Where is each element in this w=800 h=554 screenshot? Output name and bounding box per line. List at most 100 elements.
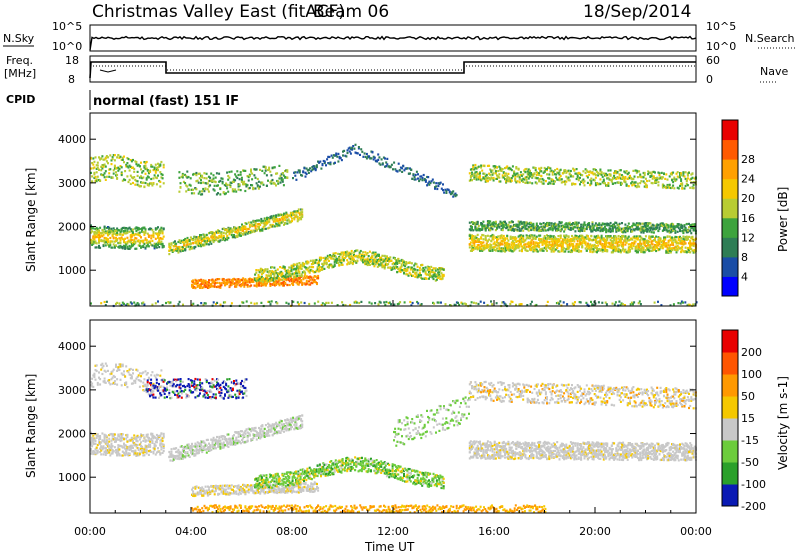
range-gate-cell (579, 240, 581, 243)
range-gate-cell (284, 170, 286, 173)
range-gate-cell (339, 259, 342, 262)
range-gate-cell (330, 154, 333, 157)
range-gate-cell (181, 241, 184, 244)
range-gate-cell (365, 259, 368, 262)
range-gate-cell (521, 222, 523, 225)
range-gate-cell (667, 241, 670, 244)
range-gate-cell (320, 258, 322, 261)
range-gate-cell (629, 243, 631, 246)
range-gate-cell (90, 171, 92, 174)
range-gate-cell (485, 246, 488, 250)
range-gate-cell (351, 146, 354, 149)
range-gate-cell (283, 284, 285, 287)
range-gate-cell (374, 253, 377, 256)
range-gate-cell (151, 239, 154, 242)
range-gate-cell (604, 243, 606, 246)
range-gate-cell (491, 228, 494, 231)
range-gate-cell (296, 274, 299, 278)
range-gate-cell (405, 263, 408, 266)
range-gate-cell (492, 223, 495, 226)
range-gate-cell (331, 265, 334, 268)
range-gate-cell (313, 279, 316, 282)
range-gate-cell (178, 247, 181, 250)
range-gate-cell (598, 241, 601, 244)
range-gate-cell (586, 244, 589, 247)
range-gate-cell (277, 278, 280, 282)
range-gate-cell (342, 258, 345, 261)
range-gate-cell (203, 172, 206, 175)
range-gate-cell (680, 250, 683, 253)
range-gate-cell (218, 235, 221, 238)
range-gate-cell (675, 225, 678, 228)
range-gate-cell (330, 257, 333, 260)
range-gate-cell (561, 248, 564, 251)
range-gate-cell (518, 176, 521, 179)
range-gate-cell (286, 222, 289, 225)
range-gate-cell (476, 227, 479, 230)
range-gate-cell (137, 184, 140, 187)
range-gate-cell (212, 232, 215, 235)
range-gate-cell (348, 254, 351, 257)
range-gate-cell (609, 228, 612, 231)
range-gate-cell (213, 233, 216, 236)
range-gate-cell (383, 259, 386, 262)
range-gate-cell (649, 246, 652, 249)
range-gate-cell (522, 247, 525, 250)
range-gate-cell (485, 243, 488, 246)
range-gate-cell (527, 222, 530, 225)
range-gate-cell (517, 220, 520, 223)
range-gate-cell (474, 166, 477, 169)
range-gate-cell (615, 236, 618, 239)
range-gate-cell (371, 255, 374, 258)
range-gate-cell (571, 234, 573, 238)
range-gate-cell (569, 227, 572, 230)
range-gate-cell (566, 247, 569, 250)
range-gate-cell (335, 259, 338, 262)
range-gate-cell (605, 249, 608, 252)
range-gate-cell (480, 241, 483, 244)
range-gate-cell (192, 173, 194, 176)
range-gate-cell (188, 240, 191, 243)
range-gate-cell (263, 224, 266, 227)
range-gate-cell (690, 232, 693, 235)
range-gate-cell (291, 217, 293, 220)
range-gate-cell (493, 248, 496, 251)
range-gate-cell (136, 174, 139, 177)
range-gate-cell (476, 240, 479, 243)
range-gate-cell (135, 247, 138, 250)
range-gate-cell (494, 177, 497, 180)
range-gate-cell (516, 244, 519, 247)
range-gate-cell (476, 172, 479, 175)
range-gate-cell (433, 275, 436, 278)
range-gate-cell (624, 226, 627, 229)
range-gate-cell (140, 181, 142, 184)
range-gate-cell (677, 246, 680, 249)
range-gate-cell (192, 284, 195, 287)
range-gate-cell (234, 282, 237, 285)
range-gate-cell (342, 259, 345, 263)
range-gate-cell (242, 232, 245, 235)
range-gate-cell (367, 155, 369, 158)
range-gate-cell (513, 243, 516, 246)
range-gate-cell (498, 225, 501, 229)
range-gate-cell (219, 232, 222, 235)
range-gate-cell (295, 211, 298, 214)
range-gate-cell (674, 239, 677, 242)
range-gate-cell (311, 282, 314, 285)
range-gate-cell (360, 148, 363, 151)
range-gate-cell (375, 254, 378, 257)
range-gate-cell (548, 227, 551, 230)
range-gate-cell (677, 239, 680, 242)
range-gate-cell (445, 191, 448, 194)
range-gate-cell (226, 230, 229, 233)
range-gate-cell (517, 174, 520, 177)
range-gate-cell (359, 249, 362, 253)
nsky-right-top: 10^5 (706, 20, 736, 33)
range-gate-cell (239, 189, 242, 192)
range-gate-cell (243, 180, 246, 183)
range-gate-cell (328, 255, 330, 258)
range-gate-cell (581, 229, 584, 232)
range-gate-cell (364, 155, 367, 158)
range-gate-cell (255, 219, 258, 222)
range-gate-cell (504, 238, 506, 242)
